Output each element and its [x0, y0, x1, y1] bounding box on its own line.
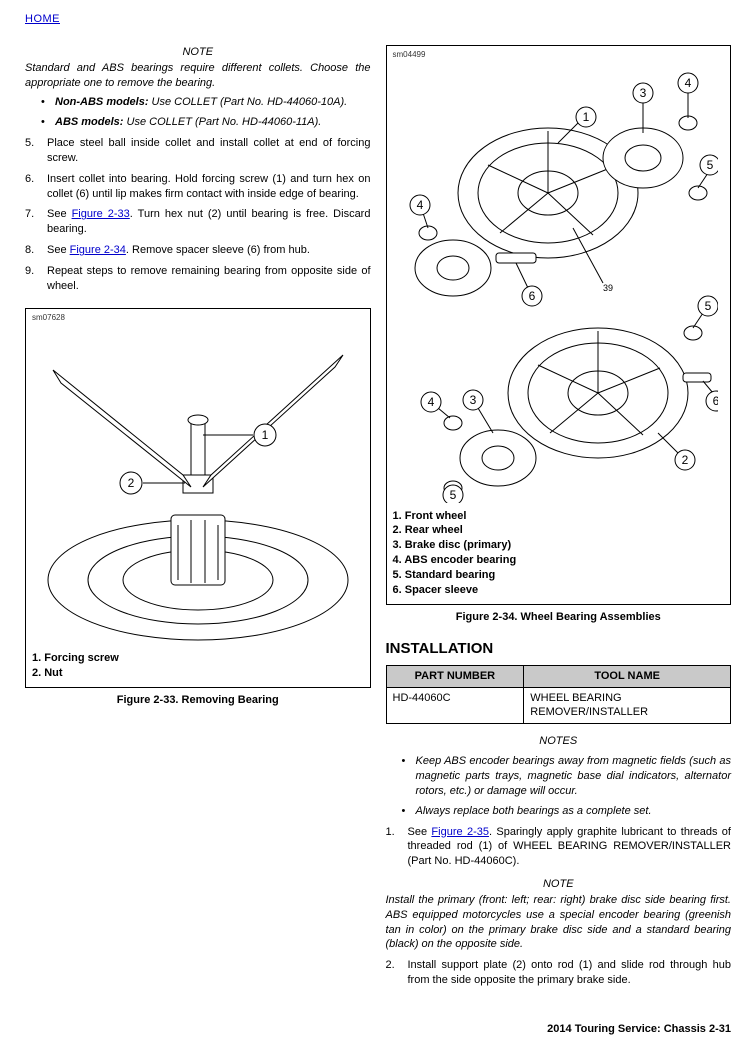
step-9: 9. Repeat steps to remove remaining bear…	[25, 264, 371, 294]
th-tool-name: TOOL NAME	[524, 665, 731, 687]
svg-text:3: 3	[470, 393, 477, 407]
note-heading: NOTE	[25, 45, 371, 60]
legend-item: 1. Forcing screw	[32, 651, 364, 666]
svg-text:1: 1	[261, 428, 268, 442]
svg-text:6: 6	[713, 394, 718, 408]
step-8: 8. See Figure 2-34. Remove spacer sleeve…	[25, 243, 371, 258]
svg-text:39: 39	[603, 283, 613, 293]
svg-text:6: 6	[529, 289, 536, 303]
sm-label: sm04499	[393, 50, 725, 61]
note-bullet-2: •Always replace both bearings as a compl…	[402, 804, 732, 819]
th-part-number: PART NUMBER	[386, 665, 524, 687]
svg-text:2: 2	[127, 476, 134, 490]
svg-text:4: 4	[428, 395, 435, 409]
right-column: sm04499	[386, 45, 732, 994]
note-bullet-1: •Keep ABS encoder bearings away from mag…	[402, 754, 732, 799]
removing-bearing-diagram: 1 2	[43, 325, 353, 645]
figure-2-33-caption: Figure 2-33. Removing Bearing	[25, 693, 371, 708]
installation-heading: INSTALLATION	[386, 639, 732, 659]
svg-text:5: 5	[707, 158, 714, 172]
link-fig235[interactable]: Figure 2-35	[431, 826, 489, 838]
legend-item: 3. Brake disc (primary)	[393, 538, 725, 553]
legend-item: 4. ABS encoder bearing	[393, 553, 725, 568]
home-link[interactable]: HOME	[25, 13, 60, 25]
svg-text:2: 2	[682, 453, 689, 467]
left-column: NOTE Standard and ABS bearings require d…	[25, 45, 371, 994]
note-heading-2: NOTE	[386, 877, 732, 892]
two-column-layout: NOTE Standard and ABS bearings require d…	[25, 45, 731, 994]
figure-2-33-box: sm07628	[25, 308, 371, 688]
note-body-2: Install the primary (front: left; rear: …	[386, 893, 732, 952]
legend-item: 2. Nut	[32, 666, 364, 681]
legend-item: 2. Rear wheel	[393, 523, 725, 538]
step-7: 7. See Figure 2-33. Turn hex nut (2) unt…	[25, 207, 371, 237]
bullet-nonabs: • Non-ABS models: Use COLLET (Part No. H…	[41, 95, 371, 110]
svg-text:4: 4	[685, 76, 692, 90]
svg-text:4: 4	[417, 198, 424, 212]
link-fig233[interactable]: Figure 2-33	[72, 208, 130, 220]
svg-text:3: 3	[640, 86, 647, 100]
td-part-number: HD-44060C	[386, 687, 524, 724]
notes-heading: NOTES	[386, 734, 732, 749]
step-6: 6. Insert collet into bearing. Hold forc…	[25, 172, 371, 202]
legend-item: 5. Standard bearing	[393, 568, 725, 583]
legend-item: 6. Spacer sleeve	[393, 583, 725, 598]
figure-2-34-caption: Figure 2-34. Wheel Bearing Assemblies	[386, 610, 732, 625]
svg-text:1: 1	[583, 110, 590, 124]
link-fig234[interactable]: Figure 2-34	[70, 244, 126, 256]
step-5: 5. Place steel ball inside collet and in…	[25, 136, 371, 166]
sm-label: sm07628	[32, 313, 364, 324]
bullet-abs: • ABS models: Use COLLET (Part No. HD-44…	[41, 115, 371, 130]
wheel-bearing-assemblies-diagram: 1 3 4 5 4 6 39	[398, 63, 718, 503]
install-step-1: 1. See Figure 2-35. Sparingly apply grap…	[386, 825, 732, 870]
install-step-2: 2. Install support plate (2) onto rod (1…	[386, 958, 732, 988]
legend-item: 1. Front wheel	[393, 509, 725, 524]
figure-2-34-box: sm04499	[386, 45, 732, 605]
page-footer: 2014 Touring Service: Chassis 2-31	[25, 1022, 731, 1037]
svg-text:5: 5	[705, 299, 712, 313]
note-body: Standard and ABS bearings require differ…	[25, 61, 371, 91]
tool-table: PART NUMBER TOOL NAME HD-44060C WHEEL BE…	[386, 665, 732, 725]
svg-text:5: 5	[450, 488, 457, 502]
td-tool-name: WHEEL BEARING REMOVER/INSTALLER	[524, 687, 731, 724]
